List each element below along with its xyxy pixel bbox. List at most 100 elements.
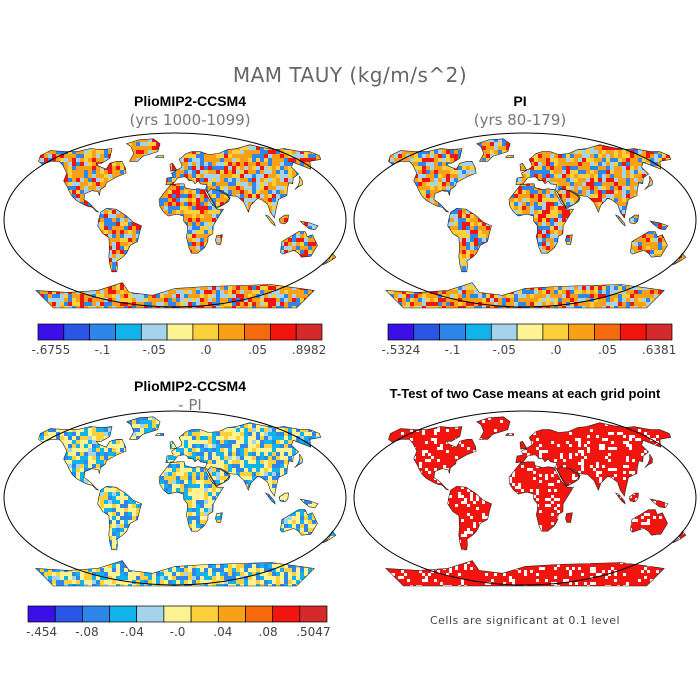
colorbar-label: .0 [200, 343, 211, 357]
panel-title-bottom-right: T-Test of two Case means at each grid po… [389, 386, 661, 401]
coastline-australia [280, 509, 318, 536]
coastline-north-america [38, 426, 127, 491]
panel-title-bottom-left: PlioMIP2-CCSM4 [133, 378, 246, 394]
coastline-madagascar [565, 512, 573, 523]
coastline-new-zealand [322, 530, 337, 544]
colorbar-label: -.0 [170, 625, 186, 639]
coastline-new-guinea [649, 220, 669, 231]
coastline-iceland [504, 433, 515, 436]
coastline-greenland [476, 138, 511, 162]
colorbar-label: -.6755 [32, 343, 71, 357]
coastline-antarctica [385, 560, 665, 587]
colorbar-label: -.454 [26, 625, 57, 639]
coastline-australia [630, 509, 668, 536]
colorbar-swatch [136, 605, 165, 623]
coastline-madagascar [215, 234, 223, 245]
colorbar-swatch [166, 323, 194, 341]
coastline-iceland [154, 433, 165, 436]
coastline-europe-asia [515, 144, 672, 219]
coastline-japan [294, 175, 303, 190]
map-bottom-left [3, 410, 347, 587]
colorbar-swatch [89, 323, 116, 341]
colorbar-label: -.04 [120, 625, 143, 639]
coastline-north-america [38, 148, 127, 213]
colorbar-swatch [594, 323, 621, 341]
colorbar-swatch [465, 323, 492, 341]
colorbar-label: .0 [550, 343, 561, 357]
coastline-borneo [628, 214, 639, 225]
coastline-south-america [97, 485, 142, 551]
coastline-sumatra [614, 492, 626, 505]
coastline-new-guinea [299, 220, 319, 231]
coastline-greenland [126, 416, 161, 440]
coastline-new-zealand [672, 252, 687, 266]
coastline-africa [158, 461, 225, 532]
colorbar-swatch [63, 323, 90, 341]
coastline-australia [630, 231, 668, 258]
colorbar-swatch [217, 605, 246, 623]
coastline-arabia [557, 188, 581, 208]
colorbar-swatch [439, 323, 466, 341]
coastline-japan [644, 453, 653, 468]
coastline-arabia [557, 466, 581, 486]
panel-subtitle-bottom-left: - PI [178, 396, 202, 414]
coastline-madagascar [215, 512, 223, 523]
coastline-arabia [207, 466, 231, 486]
colorbar-swatch [115, 323, 142, 341]
significance-note: Cells are significant at 0.1 level [429, 614, 621, 627]
coastline-north-america [388, 148, 477, 213]
map-top-left [3, 132, 347, 309]
coastline-new-zealand [672, 530, 687, 544]
coastline-uk [169, 440, 178, 450]
coastline-antarctica [385, 282, 665, 309]
colorbar-label: -.5324 [382, 343, 421, 357]
colorbar-swatch [190, 605, 219, 623]
map-border [353, 410, 697, 586]
colorbar-swatch [620, 323, 647, 341]
colorbar-swatch [295, 323, 323, 341]
coastline-borneo [278, 492, 289, 503]
colorbar-swatch [645, 323, 673, 341]
colorbar-swatch [490, 323, 518, 341]
coastline-australia [280, 231, 318, 258]
colorbar-label: -.1 [95, 343, 111, 357]
coastline-japan [294, 453, 303, 468]
coastline-madagascar [565, 234, 573, 245]
colorbar-swatch [244, 323, 271, 341]
colorbar-swatch [82, 605, 110, 623]
colorbar-swatch [163, 605, 192, 623]
coastline-arabia [207, 188, 231, 208]
coastline-greenland [476, 416, 511, 440]
coastline-south-america [447, 485, 492, 551]
coastline-uk [169, 162, 178, 172]
coastline-japan [644, 175, 653, 190]
colorbar-label: .05 [598, 343, 617, 357]
coastline-iceland [504, 155, 515, 158]
coastline-borneo [628, 492, 639, 503]
colorbar-swatch [387, 323, 415, 341]
colorbar-label: .08 [259, 625, 278, 639]
coastline-europe-asia [515, 422, 672, 497]
colorbar-swatch [270, 323, 297, 341]
colorbar-swatch [413, 323, 440, 341]
coastline-iceland [154, 155, 165, 158]
coastline-north-america [388, 426, 477, 491]
coastline-uk [519, 162, 528, 172]
coastline-sumatra [264, 492, 276, 505]
colorbar-swatch [140, 323, 168, 341]
coastline-new-zealand [322, 252, 337, 266]
map-border [3, 410, 347, 586]
colorbar-label: -.08 [75, 625, 98, 639]
colorbar-swatch [192, 323, 220, 341]
colorbar-swatch [542, 323, 570, 341]
coastline-africa [508, 461, 575, 532]
colorbar-swatch [218, 323, 245, 341]
colorbar-swatch [27, 605, 56, 623]
coastline-uk [519, 440, 528, 450]
coastline-south-america [97, 207, 142, 273]
colorbar-label: -.05 [492, 343, 515, 357]
colorbar-top-right: -.5324 -.1 -.05 .0 .05 .6381 [382, 323, 676, 357]
colorbar-label: .04 [213, 625, 232, 639]
figure-title: MAM TAUY (kg/m/s^2) [232, 63, 468, 87]
panel-subtitle-top-right: (yrs 80-179) [473, 111, 567, 129]
